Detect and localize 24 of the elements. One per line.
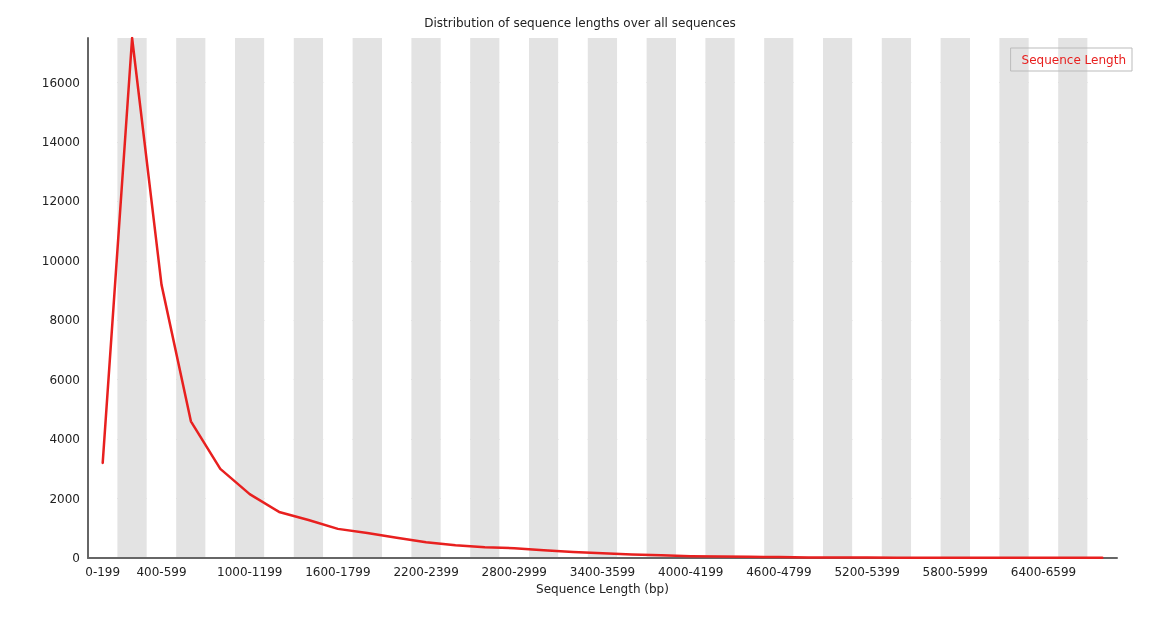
chart-title: Distribution of sequence lengths over all sequences [424, 16, 736, 30]
x-tick-label: 2800-2999 [481, 565, 548, 579]
x-tick-label: 5200-5399 [834, 565, 900, 579]
y-tick-label: 16000 [41, 75, 80, 90]
y-tick-label: 0 [72, 551, 80, 565]
x-axis-title: Sequence Length (bp) [536, 582, 669, 596]
x-tick-label: 4000-4199 [657, 565, 724, 579]
y-tick-label: 12000 [41, 194, 80, 209]
x-tick-label: 1600-1799 [305, 565, 371, 579]
y-tick-label: 4000 [49, 432, 80, 447]
x-tick-label: 0-199 [85, 565, 121, 579]
x-tick-label: 1000-1199 [216, 565, 283, 579]
x-tick-label: 2200-2399 [393, 565, 459, 579]
x-tick-label: 6400-6599 [1010, 565, 1077, 579]
x-tick-label: 5800-5999 [922, 565, 989, 579]
x-tick-label: 3400-3599 [569, 565, 636, 579]
y-tick-label: 10000 [41, 253, 80, 268]
x-tick-label: 4600-4799 [746, 565, 812, 579]
y-tick-label: 14000 [41, 135, 80, 149]
text: Sequence Length [1021, 53, 1127, 67]
y-tick-label: 6000 [49, 372, 80, 387]
y-tick-label: 8000 [49, 313, 80, 328]
y-tick-label: 2000 [49, 491, 80, 506]
x-tick-label: 400-599 [136, 565, 187, 579]
